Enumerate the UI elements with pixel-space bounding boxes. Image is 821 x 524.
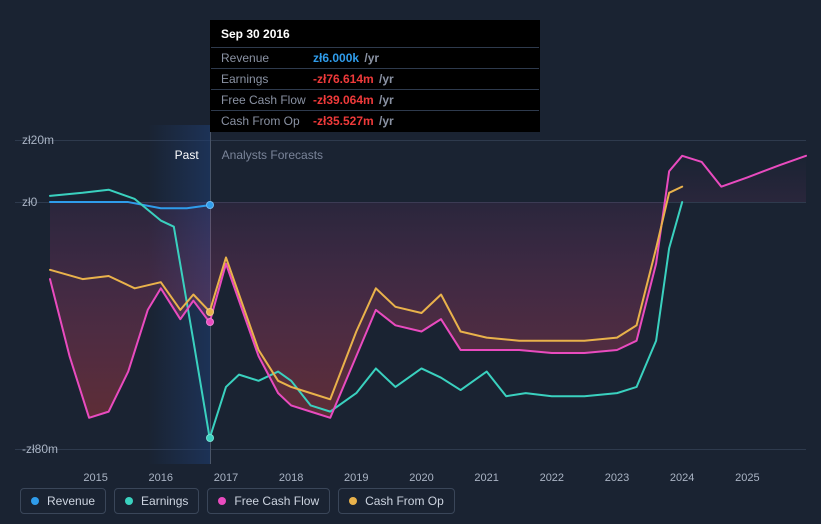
tooltip-row-unit: /yr <box>376 72 394 86</box>
chart-lines <box>50 125 806 464</box>
legend-dot <box>31 497 39 505</box>
tooltip-row-unit: /yr <box>376 114 394 128</box>
legend-label: Revenue <box>47 494 95 508</box>
legend: Revenue Earnings Free Cash Flow Cash From O… <box>20 488 455 514</box>
tooltip-row-value: zł6.000k /yr <box>313 51 379 65</box>
section-label-forecast: Analysts Forecasts <box>222 148 323 162</box>
legend-label: Earnings <box>141 494 188 508</box>
x-axis-label: 2016 <box>149 472 173 484</box>
tooltip-row-value: -zł76.614m /yr <box>313 72 394 86</box>
legend-dot <box>218 497 226 505</box>
x-axis-label: 2022 <box>540 472 564 484</box>
tooltip-row-label: Revenue <box>221 51 313 65</box>
legend-label: Cash From Op <box>365 494 444 508</box>
financial-chart: zł20m zł0 -zł80m Past Analysts Forecasts… <box>0 0 821 524</box>
tooltip-row-unit: /yr <box>376 93 394 107</box>
x-axis-label: 2017 <box>214 472 238 484</box>
tooltip-row: Cash From Op-zł35.527m /yr <box>211 111 539 131</box>
cursor-marker-fcf <box>206 318 214 326</box>
legend-label: Free Cash Flow <box>234 494 319 508</box>
cursor-marker-cfo <box>206 308 214 316</box>
chart-tooltip: Sep 30 2016 Revenuezł6.000k /yrEarnings-… <box>210 20 540 132</box>
x-axis-label: 2015 <box>83 472 107 484</box>
tooltip-row-value: -zł35.527m /yr <box>313 114 394 128</box>
tooltip-row-label: Free Cash Flow <box>221 93 313 107</box>
plot-area[interactable] <box>50 125 806 464</box>
x-axis-label: 2018 <box>279 472 303 484</box>
legend-dot <box>125 497 133 505</box>
section-label-past: Past <box>175 148 199 162</box>
tooltip-row-label: Cash From Op <box>221 114 313 128</box>
x-axis-label: 2021 <box>474 472 498 484</box>
tooltip-row-label: Earnings <box>221 72 313 86</box>
x-axis-label: 2019 <box>344 472 368 484</box>
legend-item-fcf[interactable]: Free Cash Flow <box>207 488 330 514</box>
legend-dot <box>349 497 357 505</box>
legend-item-earnings[interactable]: Earnings <box>114 488 199 514</box>
x-axis-label: 2020 <box>409 472 433 484</box>
x-axis-label: 2025 <box>735 472 759 484</box>
tooltip-header: Sep 30 2016 <box>211 21 539 48</box>
cursor-marker-revenue <box>206 201 214 209</box>
tooltip-row: Revenuezł6.000k /yr <box>211 48 539 69</box>
tooltip-row-value: -zł39.064m /yr <box>313 93 394 107</box>
x-axis-label: 2024 <box>670 472 694 484</box>
tooltip-row: Free Cash Flow-zł39.064m /yr <box>211 90 539 111</box>
y-axis-label: zł0 <box>22 195 37 209</box>
tooltip-row: Earnings-zł76.614m /yr <box>211 69 539 90</box>
legend-item-revenue[interactable]: Revenue <box>20 488 106 514</box>
x-axis-label: 2023 <box>605 472 629 484</box>
legend-item-cfo[interactable]: Cash From Op <box>338 488 455 514</box>
tooltip-row-unit: /yr <box>361 51 379 65</box>
cursor-marker-earnings <box>206 434 214 442</box>
